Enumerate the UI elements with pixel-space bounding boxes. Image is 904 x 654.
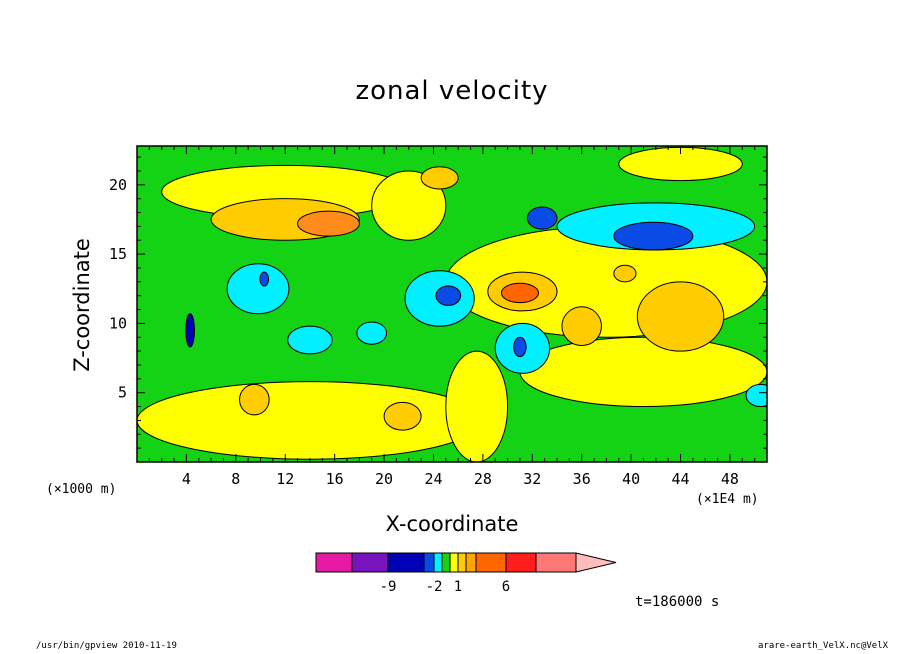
colorbar-segment-9 (475, 552, 507, 573)
x-tick-label-32: 32 (523, 470, 541, 488)
colorbar-segment-1 (351, 552, 389, 573)
x-tick-label-4: 4 (182, 470, 191, 488)
colorbar-segment-3 (423, 552, 435, 573)
time-label: t=186000 s (635, 594, 720, 610)
chart-title: zonal velocity (355, 76, 549, 106)
colorbar-arrow (575, 552, 617, 573)
colorbar-segment-11 (535, 552, 577, 573)
contour-region-21 (435, 285, 462, 306)
contour-region-2 (137, 381, 484, 460)
contour-region-12 (239, 383, 270, 416)
x-tick-label-24: 24 (424, 470, 442, 488)
x-tick-label-28: 28 (474, 470, 492, 488)
contour-region-13 (383, 401, 422, 431)
x-tick-label-16: 16 (326, 470, 344, 488)
contour-regions (137, 146, 767, 462)
y-tick-label-5: 5 (118, 384, 127, 402)
contour-region-17 (226, 263, 290, 315)
contour-region-8 (297, 210, 360, 237)
x-tick-label-12: 12 (276, 470, 294, 488)
contour-region-16 (420, 166, 459, 190)
contour-region-19 (356, 321, 388, 345)
colorbar-segment-10 (505, 552, 537, 573)
contour-region-10 (561, 306, 602, 347)
contour-region-26 (513, 336, 527, 358)
footer-left: /usr/bin/gpview 2010-11-19 (36, 641, 177, 651)
x-tick-label-20: 20 (375, 470, 393, 488)
contour-region-11 (613, 264, 637, 283)
y-axis-label: Z-coordinate (70, 238, 94, 372)
colorbar-label-3: 6 (502, 579, 510, 595)
x-tick-label-40: 40 (622, 470, 640, 488)
contour-region-29 (259, 271, 270, 287)
contour-region-3 (519, 336, 767, 408)
colorbar-label-1: -2 (426, 579, 443, 595)
y-tick-label-20: 20 (109, 176, 127, 194)
contour-region-18 (287, 325, 333, 355)
x-tick-label-48: 48 (721, 470, 739, 488)
x-tick-label-44: 44 (671, 470, 689, 488)
contour-region-28 (185, 313, 195, 348)
footer-right: arare-earth_VelX.nc@VelX (758, 641, 889, 651)
plot-frame (136, 145, 768, 463)
x-unit-left: (×1000 m) (46, 482, 117, 497)
colorbar-label-0: -9 (380, 579, 397, 595)
colorbar-segment-0 (315, 552, 353, 573)
contour-region-4 (445, 350, 509, 462)
colorbar-segment-7 (457, 552, 467, 573)
contour-region-24 (526, 206, 558, 230)
y-tick-label-15: 15 (109, 245, 127, 263)
x-axis-label: X-coordinate (385, 512, 519, 536)
x-unit-right: (×1E4 m) (696, 492, 759, 507)
contour-region-5 (371, 170, 447, 241)
colorbar-segment-8 (465, 552, 477, 573)
x-tick-label-8: 8 (231, 470, 240, 488)
y-tick-label-10: 10 (109, 314, 127, 332)
colorbar-label-2: 1 (454, 579, 462, 595)
contour-region-27 (745, 383, 767, 408)
colorbar-segment-5 (441, 552, 451, 573)
colorbar-segment-6 (449, 552, 459, 573)
colorbar-segment-2 (387, 552, 425, 573)
x-tick-label-36: 36 (573, 470, 591, 488)
contour-region-9 (636, 281, 725, 352)
contour-region-23 (613, 221, 694, 251)
contour-region-15 (500, 282, 539, 304)
colorbar-segment-4 (433, 552, 443, 573)
